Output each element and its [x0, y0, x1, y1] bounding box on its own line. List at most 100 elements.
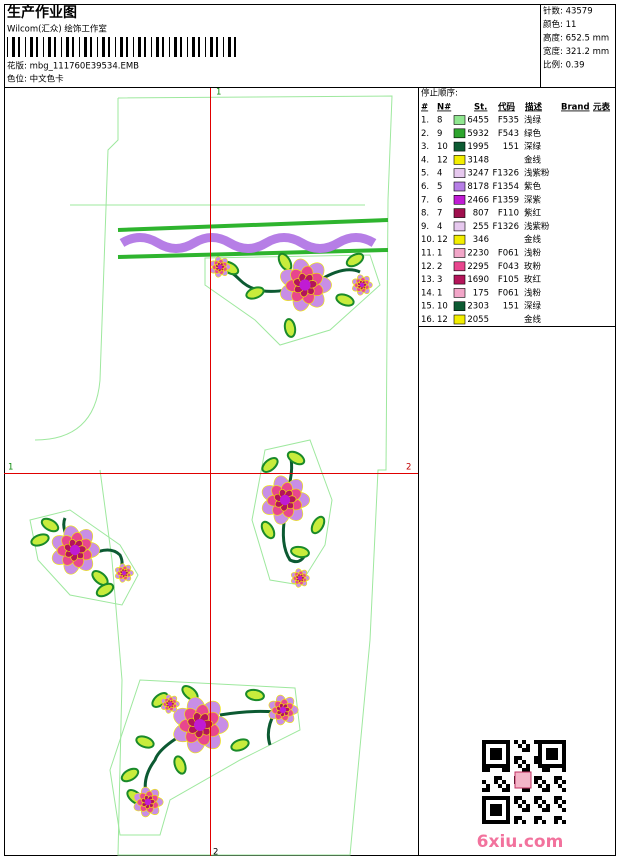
- flower-center: [144, 798, 152, 806]
- color-swatch: [453, 221, 466, 232]
- qr-code: [482, 740, 566, 824]
- qr-cell: [514, 796, 518, 800]
- qr-cell: [498, 796, 502, 800]
- qr-cell: [550, 752, 554, 756]
- design-file: 花版: mbg_111760E39534.EMB: [7, 61, 139, 72]
- leaf: [30, 533, 50, 547]
- stitches: 8178: [467, 182, 489, 192]
- qr-cell: [538, 804, 542, 808]
- flower-center: [217, 264, 223, 270]
- qr-cell: [562, 808, 566, 812]
- qr-cell: [558, 740, 562, 744]
- bar: [162, 37, 164, 57]
- qr-cell: [554, 796, 558, 800]
- qr-cell: [498, 808, 502, 812]
- color-swatch: [453, 181, 466, 192]
- info-line: 比例: 0.39: [543, 60, 585, 71]
- stitches: 5932: [467, 129, 489, 139]
- info-line: 针数: 43579: [543, 6, 593, 17]
- bar: [223, 37, 224, 57]
- qr-cell: [506, 752, 510, 756]
- qr-cell: [514, 760, 518, 764]
- qr-cell: [506, 744, 510, 748]
- qr-cell: [482, 796, 486, 800]
- row-index: 8.: [421, 209, 429, 219]
- leaf: [335, 293, 355, 307]
- qr-cell: [494, 812, 498, 816]
- garment-outline: [34, 95, 393, 856]
- qr-cell: [534, 820, 538, 824]
- leaf: [40, 517, 60, 533]
- qr-cell: [486, 820, 490, 824]
- leaf: [290, 545, 310, 559]
- flower-center: [69, 544, 81, 556]
- qr-cell: [490, 748, 494, 752]
- bar: [84, 37, 87, 57]
- qr-cell: [482, 748, 486, 752]
- needle: 3: [437, 275, 442, 285]
- qr-cell: [542, 820, 546, 824]
- qr-cell: [546, 788, 550, 792]
- stitches: 1690: [467, 275, 489, 285]
- row-index: 2.: [421, 129, 429, 139]
- code: F061: [498, 288, 519, 298]
- qr-cell: [486, 768, 490, 772]
- qr-cell: [542, 764, 546, 768]
- qr-cell: [558, 796, 562, 800]
- qr-cell: [542, 788, 546, 792]
- qr-cell: [562, 744, 566, 748]
- code: F1326: [492, 169, 519, 179]
- qr-cell: [502, 768, 506, 772]
- qr-cell: [562, 764, 566, 768]
- row-index: 3.: [421, 142, 429, 152]
- stitches: 2303: [467, 302, 489, 312]
- needle: 8: [437, 116, 442, 126]
- qr-cell: [562, 748, 566, 752]
- bar: [12, 37, 15, 57]
- needle: 4: [437, 222, 442, 232]
- leaf: [286, 450, 306, 466]
- qr-cell: [526, 768, 530, 772]
- qr-cell: [482, 760, 486, 764]
- qr-cell: [490, 764, 494, 768]
- bar: [210, 37, 213, 57]
- qr-cell: [558, 804, 562, 808]
- stitches: 6455: [467, 116, 489, 126]
- flower-center: [194, 719, 206, 731]
- bar: [234, 37, 236, 57]
- qr-cell: [538, 752, 542, 756]
- qr-cell: [506, 764, 510, 768]
- qr-cell: [526, 744, 530, 748]
- qr-logo: [514, 771, 532, 789]
- qr-cell: [482, 752, 486, 756]
- color-swatch: [453, 261, 466, 272]
- description: 浅粉: [524, 248, 542, 259]
- row-index: 16.: [421, 315, 435, 325]
- qr-cell: [546, 748, 550, 752]
- bar: [97, 37, 98, 57]
- flower-center: [279, 494, 291, 506]
- description: 浅粉: [524, 287, 542, 298]
- qr-cell: [494, 780, 498, 784]
- bar: [25, 37, 26, 57]
- bar: [72, 37, 74, 57]
- stitches: 2295: [467, 262, 489, 272]
- qr-cell: [506, 740, 510, 744]
- qr-cell: [486, 796, 490, 800]
- needle: 1: [437, 288, 442, 298]
- qr-cell: [486, 788, 490, 792]
- qr-cell: [562, 740, 566, 744]
- qr-cell: [490, 756, 494, 760]
- qr-cell: [562, 780, 566, 784]
- qr-cell: [482, 764, 486, 768]
- qr-cell: [522, 748, 526, 752]
- leaf: [120, 767, 140, 783]
- description: 金线: [524, 314, 542, 325]
- qr-cell: [514, 756, 518, 760]
- stem: [281, 514, 307, 564]
- bar: [90, 37, 92, 57]
- bar: [108, 37, 110, 57]
- qr-cell: [558, 764, 562, 768]
